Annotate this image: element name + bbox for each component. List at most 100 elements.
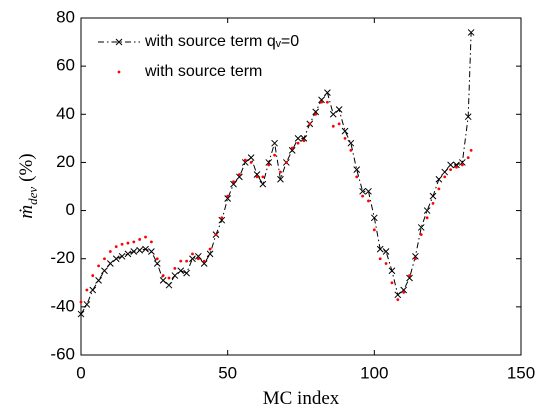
- marker: [412, 252, 419, 260]
- marker: [324, 89, 331, 96]
- series-line: [80, 32, 472, 315]
- y-tick-label: -60: [50, 344, 75, 363]
- marker: [165, 281, 173, 289]
- marker: [261, 175, 265, 179]
- marker: [326, 100, 329, 104]
- marker: [388, 267, 396, 275]
- legend-marker: [115, 38, 123, 46]
- marker: [335, 106, 343, 113]
- legend-marker: [117, 70, 121, 74]
- marker: [284, 161, 288, 164]
- marker: [308, 122, 312, 126]
- marker: [255, 175, 259, 179]
- marker: [97, 264, 100, 268]
- marker: [355, 175, 359, 179]
- marker: [365, 187, 372, 195]
- marker: [148, 248, 155, 255]
- marker: [419, 233, 423, 237]
- y-tick-label: 80: [56, 7, 75, 26]
- marker: [408, 274, 411, 277]
- marker: [236, 173, 243, 181]
- marker: [443, 175, 447, 179]
- marker: [194, 252, 202, 260]
- marker: [296, 141, 300, 145]
- legend-label: with source term qᵥ=0: [144, 33, 299, 50]
- marker: [136, 246, 144, 254]
- marker: [435, 175, 443, 183]
- marker: [349, 148, 353, 152]
- marker: [196, 257, 200, 261]
- marker: [396, 298, 400, 302]
- marker: [460, 163, 464, 167]
- marker: [359, 187, 366, 195]
- marker: [142, 245, 149, 253]
- marker: [218, 216, 226, 224]
- x-tick-label: 0: [76, 363, 85, 382]
- marker: [259, 180, 267, 188]
- marker: [118, 252, 126, 260]
- marker: [441, 168, 449, 176]
- marker: [159, 277, 167, 284]
- marker: [320, 100, 323, 104]
- y-tick-label: -20: [50, 248, 75, 267]
- marker: [279, 170, 282, 174]
- marker: [177, 267, 185, 275]
- marker: [243, 158, 247, 162]
- marker: [329, 110, 337, 118]
- marker: [191, 252, 194, 256]
- marker: [247, 154, 255, 161]
- marker: [130, 248, 138, 255]
- marker: [185, 259, 189, 263]
- x-axis-label: MC index: [263, 388, 340, 409]
- y-tick-label: 20: [56, 152, 75, 171]
- marker: [406, 274, 413, 282]
- axes-frame: [80, 17, 522, 356]
- marker: [376, 245, 384, 253]
- marker: [466, 156, 470, 160]
- marker: [253, 171, 261, 178]
- marker: [77, 310, 85, 318]
- marker: [183, 269, 190, 277]
- marker: [400, 286, 408, 294]
- marker: [208, 247, 212, 251]
- marker: [431, 201, 435, 205]
- marker: [232, 180, 235, 184]
- marker: [425, 216, 429, 220]
- marker: [189, 255, 196, 263]
- marker: [290, 146, 294, 150]
- marker: [132, 240, 136, 244]
- marker: [337, 122, 341, 126]
- marker: [370, 214, 378, 222]
- y-tick-label: 0: [66, 200, 75, 219]
- marker: [85, 288, 89, 292]
- marker: [372, 228, 376, 232]
- marker: [249, 161, 253, 164]
- marker: [447, 161, 454, 169]
- marker: [423, 207, 431, 214]
- marker: [114, 245, 118, 249]
- x-tick-label: 50: [218, 363, 237, 382]
- marker: [226, 194, 230, 198]
- marker: [467, 29, 475, 36]
- marker: [167, 276, 171, 280]
- marker: [382, 248, 390, 255]
- marker: [95, 277, 102, 284]
- marker: [343, 136, 347, 140]
- marker: [238, 173, 241, 176]
- x-tick-label: 100: [360, 363, 388, 382]
- marker: [83, 301, 91, 308]
- marker: [179, 259, 183, 263]
- marker: [202, 259, 206, 263]
- marker: [312, 108, 320, 116]
- y-axis-label: ṁdev (%): [16, 153, 40, 218]
- marker: [267, 163, 271, 167]
- marker: [106, 260, 114, 267]
- marker: [155, 257, 159, 261]
- marker: [429, 192, 437, 200]
- marker: [206, 250, 214, 258]
- marker: [120, 242, 124, 246]
- marker: [458, 159, 466, 166]
- marker: [79, 300, 83, 304]
- marker: [302, 139, 306, 143]
- y-label-symbol: ṁ: [16, 205, 37, 219]
